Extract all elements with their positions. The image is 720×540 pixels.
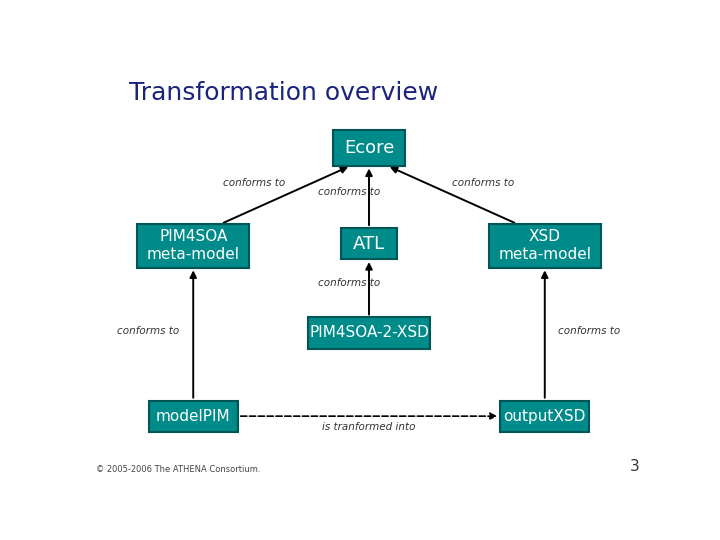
Text: conforms to: conforms to <box>117 326 180 336</box>
Text: conforms to: conforms to <box>318 187 381 197</box>
FancyBboxPatch shape <box>333 130 405 166</box>
FancyBboxPatch shape <box>307 318 431 349</box>
Text: Transformation overview: Transformation overview <box>129 82 438 105</box>
Text: 3: 3 <box>630 460 639 474</box>
Text: modelPIM: modelPIM <box>156 409 230 424</box>
Text: is tranformed into: is tranformed into <box>323 422 415 433</box>
FancyBboxPatch shape <box>138 224 249 267</box>
FancyBboxPatch shape <box>341 228 397 259</box>
Text: conforms to: conforms to <box>452 178 515 188</box>
Text: ATL: ATL <box>353 234 385 253</box>
Text: conforms to: conforms to <box>558 326 621 336</box>
FancyBboxPatch shape <box>500 401 590 432</box>
Text: © 2005-2006 The ATHENA Consortium.: © 2005-2006 The ATHENA Consortium. <box>96 465 260 474</box>
FancyBboxPatch shape <box>489 224 600 267</box>
FancyBboxPatch shape <box>148 401 238 432</box>
Text: conforms to: conforms to <box>223 178 286 188</box>
Text: Ecore: Ecore <box>344 139 394 157</box>
Text: PIM4SOA-2-XSD: PIM4SOA-2-XSD <box>309 326 429 341</box>
Text: outputXSD: outputXSD <box>503 409 586 424</box>
Text: XSD
meta-model: XSD meta-model <box>498 230 591 262</box>
Text: conforms to: conforms to <box>318 278 381 288</box>
Text: PIM4SOA
meta-model: PIM4SOA meta-model <box>147 230 240 262</box>
